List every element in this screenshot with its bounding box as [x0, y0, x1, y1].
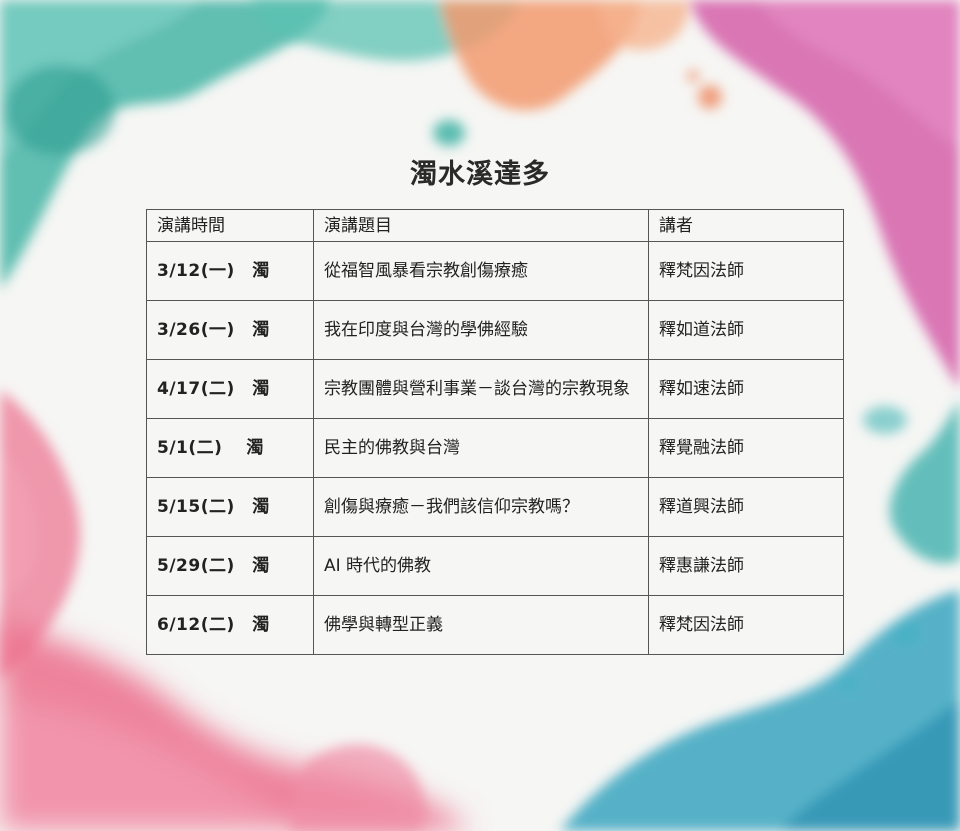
lecture-schedule-table: 演講時間 演講題目 講者 3/12(一) 濁 從福智風暴看宗教創傷療癒 釋梵因法…: [146, 209, 844, 655]
page-title: 濁水溪達多: [410, 159, 550, 190]
lecture-topic: 從福智風暴看宗教創傷療癒: [313, 241, 649, 301]
column-header-topic: 演講題目: [313, 209, 649, 242]
lecture-date: 5/1(二) 濁: [146, 418, 314, 478]
pink-splash-bottom-center: [290, 744, 424, 831]
table-row: 5/29(二) 濁 AI 時代的佛教 釋惠謙法師: [146, 536, 844, 596]
lecture-speaker: 釋梵因法師: [648, 241, 844, 301]
table-header-row: 演講時間 演講題目 講者: [146, 209, 844, 242]
lecture-date: 3/26(一) 濁: [146, 300, 314, 360]
lecture-date: 4/17(二) 濁: [146, 359, 314, 419]
lecture-speaker: 釋如速法師: [648, 359, 844, 419]
table-row: 4/17(二) 濁 宗教團體與營利事業－談台灣的宗教現象 釋如速法師: [146, 359, 844, 419]
lecture-date: 6/12(二) 濁: [146, 595, 314, 655]
lecture-speaker: 釋如道法師: [648, 300, 844, 360]
table-row: 6/12(二) 濁 佛學與轉型正義 釋梵因法師: [146, 595, 844, 655]
column-header-time: 演講時間: [146, 209, 314, 242]
lecture-speaker: 釋道興法師: [648, 477, 844, 537]
magenta-splash-top-right: [690, 0, 960, 390]
lecture-topic: 民主的佛教與台灣: [313, 418, 649, 478]
lecture-topic: 宗教團體與營利事業－談台灣的宗教現象: [313, 359, 649, 419]
column-header-speaker: 講者: [648, 209, 844, 242]
lecture-topic: AI 時代的佛教: [313, 536, 649, 596]
lecture-date: 3/12(一) 濁: [146, 241, 314, 301]
teal-splash-right: [863, 400, 960, 564]
lecture-speaker: 釋惠謙法師: [648, 536, 844, 596]
blue-splash-bottom-right: [560, 590, 960, 831]
lecture-speaker: 釋梵因法師: [648, 595, 844, 655]
table-row: 3/12(一) 濁 從福智風暴看宗教創傷療癒 釋梵因法師: [146, 241, 844, 301]
lecture-date: 5/15(二) 濁: [146, 477, 314, 537]
lecture-speaker: 釋覺融法師: [648, 418, 844, 478]
teal-splash-top-left: [0, 0, 330, 290]
table-row: 3/26(一) 濁 我在印度與台灣的學佛經驗 釋如道法師: [146, 300, 844, 360]
lecture-topic: 我在印度與台灣的學佛經驗: [313, 300, 649, 360]
table-row: 5/1(二) 濁 民主的佛教與台灣 釋覺融法師: [146, 418, 844, 478]
lecture-date: 5/29(二) 濁: [146, 536, 314, 596]
pink-splash-left: [0, 390, 81, 680]
lecture-topic: 創傷與療癒－我們該信仰宗教嗎？: [313, 477, 649, 537]
teal-orange-splash-top: [250, 0, 722, 146]
lecture-topic: 佛學與轉型正義: [313, 595, 649, 655]
table-row: 5/15(二) 濁 創傷與療癒－我們該信仰宗教嗎？ 釋道興法師: [146, 477, 844, 537]
